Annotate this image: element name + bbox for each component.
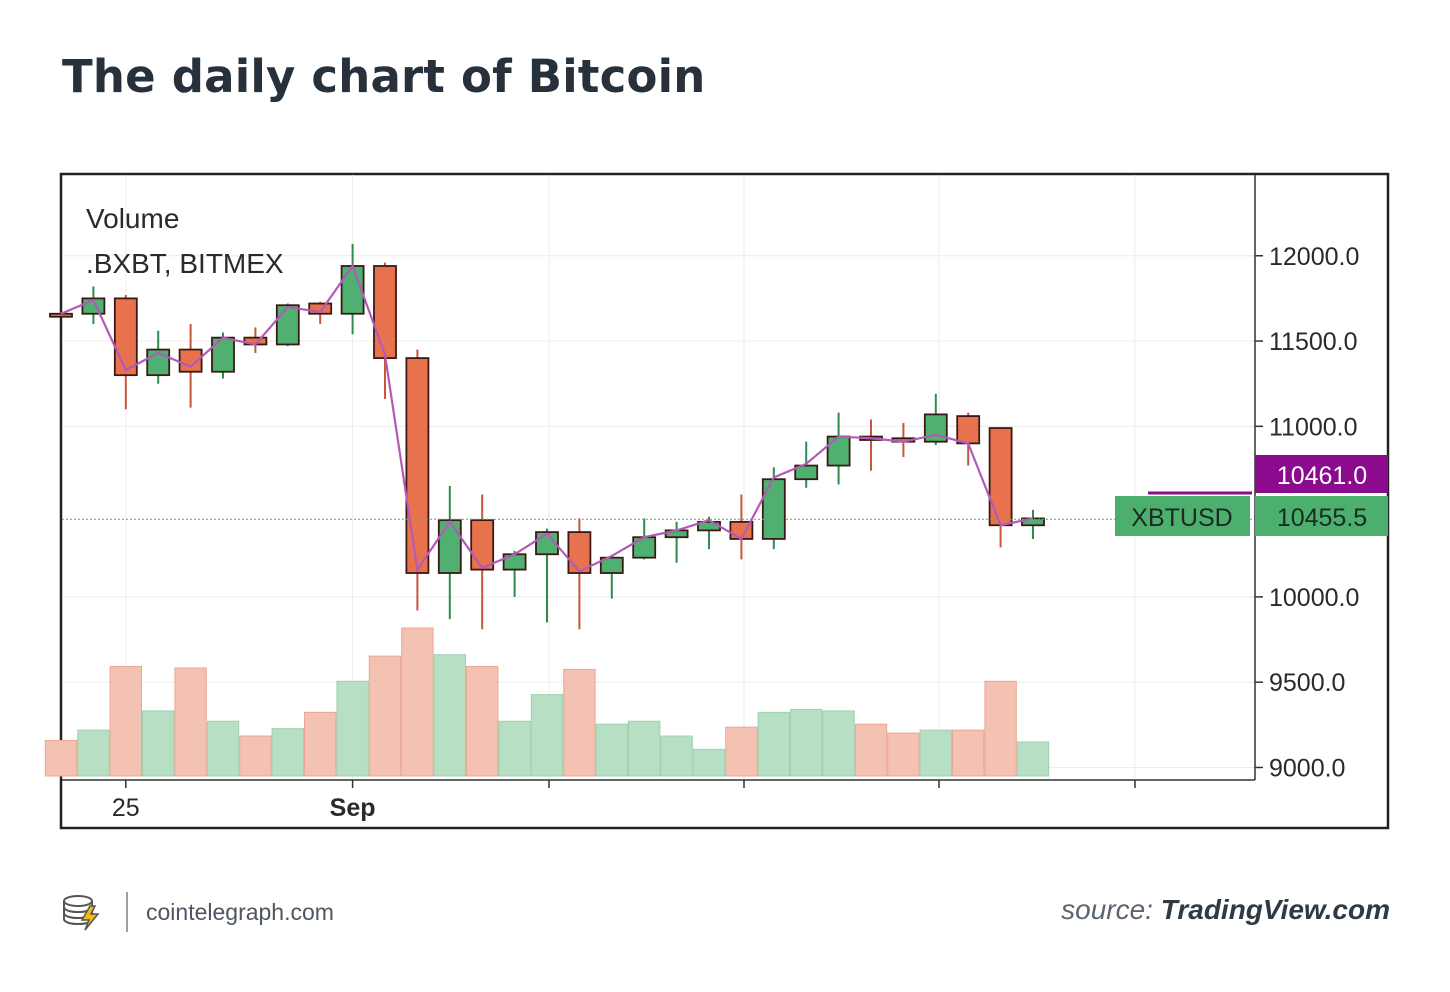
source-name: TradingView.com xyxy=(1160,894,1390,925)
candle-body xyxy=(275,304,300,346)
volume-bar xyxy=(887,732,920,777)
y-tick-label: 12000.0 xyxy=(1269,243,1359,271)
brand-footer: cointelegraph.com xyxy=(60,890,334,934)
volume-bars xyxy=(44,627,1050,777)
cointelegraph-logo-icon xyxy=(63,895,100,931)
candle-body xyxy=(437,519,462,574)
candle-body xyxy=(599,556,624,574)
symbol-tag xyxy=(1115,496,1250,536)
volume-bar xyxy=(401,627,434,777)
price-tags: 10461.0 XBTUSD 10455.5 xyxy=(1115,455,1388,536)
y-tick-label: 9000.0 xyxy=(1269,754,1345,782)
candle-body xyxy=(988,427,1013,527)
candle-body xyxy=(113,297,138,377)
symbol-tag-label: XBTUSD xyxy=(1131,504,1232,532)
candle-body xyxy=(567,531,592,574)
candle-body xyxy=(308,302,333,315)
volume-bar xyxy=(271,728,305,777)
volume-bar xyxy=(790,708,823,777)
y-tick-labels: 12000.0 11500.0 11000.0 10000.0 9500.0 9000.0 xyxy=(1255,243,1359,782)
price-tag-green-label: 10455.5 xyxy=(1277,504,1367,532)
candle-body xyxy=(632,536,657,559)
x-tick-label: 25 xyxy=(112,794,140,822)
volume-bar xyxy=(628,720,661,777)
volume-bar xyxy=(174,667,207,777)
volume-bar xyxy=(109,665,142,777)
volume-bar xyxy=(984,680,1017,777)
source-credit: source: TradingView.com xyxy=(1061,894,1390,926)
candle-body xyxy=(211,336,235,373)
candle-body xyxy=(923,413,948,443)
brand-name: cointelegraph.com xyxy=(146,898,334,925)
candle-body xyxy=(373,265,397,359)
y-tick-label: 10000.0 xyxy=(1269,584,1359,612)
volume-bar xyxy=(239,735,272,777)
candle-body xyxy=(794,464,819,481)
volume-bar xyxy=(692,748,726,777)
candle-body xyxy=(761,478,786,540)
y-tick-label: 11500.0 xyxy=(1269,328,1358,356)
volume-bar xyxy=(304,711,337,777)
volume-bar xyxy=(530,694,564,777)
volume-bar xyxy=(77,729,110,777)
moving-average-line xyxy=(60,263,1255,573)
y-tick-label: 9500.0 xyxy=(1269,669,1345,697)
y-tick-label: 11000.0 xyxy=(1269,413,1358,441)
volume-bar xyxy=(498,720,531,777)
volume-bar xyxy=(563,668,596,777)
volume-bar xyxy=(142,710,175,777)
volume-bar xyxy=(952,729,985,777)
legend-symbol: .BXBT, BITMEX xyxy=(86,248,284,279)
candle-body xyxy=(405,357,430,574)
volume-bar xyxy=(433,654,467,777)
price-tag-green xyxy=(1255,496,1388,536)
candle-body xyxy=(826,435,851,467)
x-tick-labels: 25 Sep xyxy=(112,780,1136,822)
candle-body xyxy=(178,348,203,373)
volume-bar xyxy=(757,711,790,777)
price-tag-purple-label: 10461.0 xyxy=(1277,462,1367,490)
brand-divider xyxy=(126,892,128,932)
volume-bar xyxy=(854,723,888,777)
volume-bar xyxy=(725,726,758,777)
volume-bar xyxy=(660,735,693,777)
chart-title: The daily chart of Bitcoin xyxy=(62,50,706,103)
volume-bar xyxy=(206,720,240,777)
legend-volume: Volume xyxy=(86,203,179,234)
price-tag-purple xyxy=(1255,455,1388,493)
x-tick-label: Sep xyxy=(330,794,376,822)
candle-body xyxy=(956,415,981,445)
volume-bar xyxy=(595,723,628,777)
source-prefix: source: xyxy=(1061,894,1153,925)
candle-body xyxy=(49,312,73,318)
ma-line xyxy=(60,263,1034,573)
candle-body xyxy=(470,519,495,571)
volume-bar xyxy=(368,655,402,777)
volume-bar xyxy=(44,739,78,777)
volume-bar xyxy=(466,665,499,777)
volume-bar xyxy=(822,710,855,777)
volume-bar xyxy=(1016,741,1050,777)
volume-bar xyxy=(336,680,369,777)
volume-bar xyxy=(919,729,952,777)
